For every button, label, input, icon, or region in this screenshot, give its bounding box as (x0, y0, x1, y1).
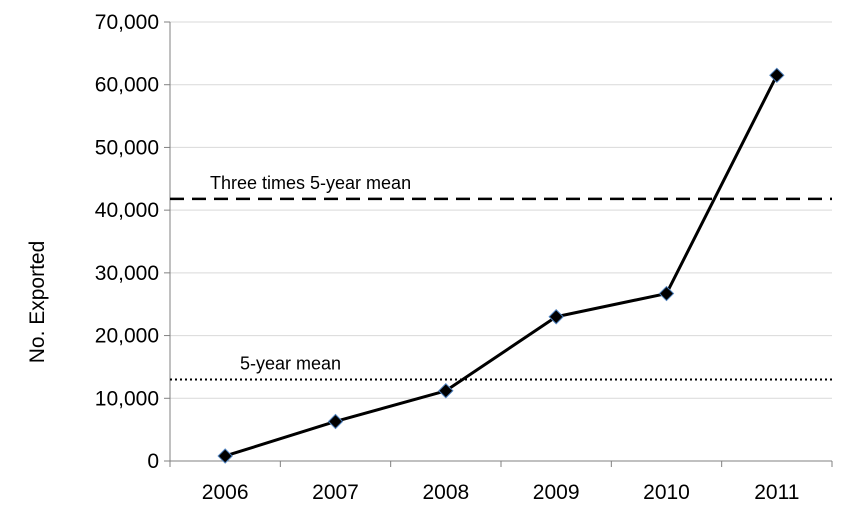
data-point-marker (548, 309, 564, 325)
y-tick-label: 30,000 (95, 262, 159, 285)
data-point-marker (769, 67, 785, 84)
y-axis-title: No. Exported (26, 241, 49, 364)
x-tick-label: 2007 (312, 481, 359, 504)
y-tick-label: 20,000 (95, 325, 159, 348)
data-point-marker (658, 285, 675, 302)
data-point-marker (438, 383, 454, 399)
y-tick-label: 40,000 (95, 199, 159, 222)
x-tick-label: 2010 (643, 481, 690, 504)
series (217, 67, 785, 464)
x-tick-labels: 2006 2007 2008 2009 2010 2011 (202, 481, 800, 504)
five-year-mean-label: 5-year mean (240, 353, 341, 373)
axes (169, 22, 832, 462)
y-tick-label: 0 (147, 450, 159, 473)
x-tick-label: 2008 (422, 481, 469, 504)
series-line (224, 74, 779, 458)
y-tick-label: 10,000 (95, 387, 159, 410)
x-tick-label: 2009 (533, 481, 580, 504)
y-tick-labels: 0 10,000 20,000 30,000 40,000 50,000 60,000 70,… (95, 11, 159, 473)
x-tick-label: 2006 (202, 481, 249, 504)
y-tick-label: 60,000 (95, 74, 159, 97)
y-tick-label: 50,000 (95, 136, 159, 159)
gridlines (164, 21, 833, 467)
data-point-marker (217, 448, 233, 464)
y-tick-label: 70,000 (95, 11, 159, 34)
reference-lines: Three times 5-year mean 5-year mean (170, 173, 832, 381)
data-point-marker (327, 413, 344, 430)
three-times-mean-label: Three times 5-year mean (210, 173, 411, 193)
x-tick-label: 2011 (754, 481, 799, 504)
